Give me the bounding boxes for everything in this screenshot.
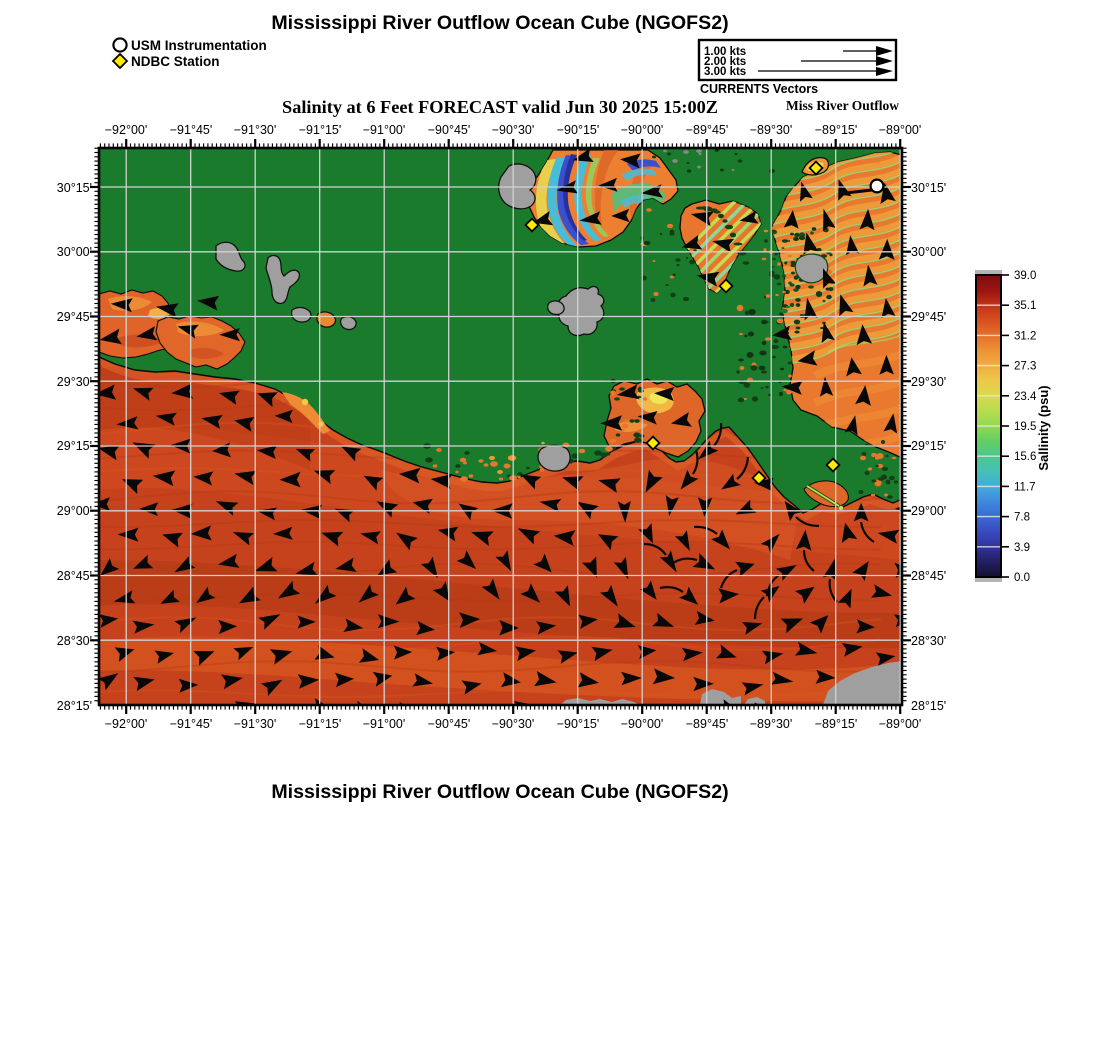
- svg-text:1.00 kts: 1.00 kts: [704, 46, 746, 58]
- svg-text:30°15': 30°15': [57, 181, 92, 195]
- svg-text:23.4: 23.4: [1014, 391, 1037, 403]
- svg-text:30°00': 30°00': [911, 245, 946, 259]
- svg-text:11.7: 11.7: [1014, 481, 1036, 493]
- svg-text:29°30': 29°30': [57, 375, 92, 389]
- svg-text:−89°30': −89°30': [750, 123, 793, 137]
- svg-text:−89°00': −89°00': [879, 717, 922, 731]
- svg-text:−89°00': −89°00': [879, 123, 922, 137]
- svg-text:28°45': 28°45': [911, 569, 946, 583]
- svg-text:−90°30': −90°30': [492, 717, 535, 731]
- svg-text:−91°00': −91°00': [363, 123, 406, 137]
- svg-text:Salinity at 6 Feet FORECAST va: Salinity at 6 Feet FORECAST valid Jun 30…: [282, 97, 718, 117]
- svg-text:−89°15': −89°15': [815, 123, 858, 137]
- svg-text:7.8: 7.8: [1014, 512, 1030, 524]
- svg-text:39.0: 39.0: [1014, 270, 1036, 282]
- svg-text:−91°45': −91°45': [170, 123, 213, 137]
- svg-text:0.0: 0.0: [1014, 572, 1030, 584]
- svg-text:−91°15': −91°15': [299, 123, 342, 137]
- svg-text:29°00': 29°00': [911, 504, 946, 518]
- svg-text:−90°00': −90°00': [621, 717, 664, 731]
- svg-text:−91°30': −91°30': [234, 717, 277, 731]
- svg-text:28°30': 28°30': [57, 634, 92, 648]
- svg-text:35.1: 35.1: [1014, 300, 1036, 312]
- svg-text:28°15': 28°15': [57, 699, 92, 713]
- svg-text:28°30': 28°30': [911, 634, 946, 648]
- svg-text:28°45': 28°45': [57, 569, 92, 583]
- svg-text:−90°45': −90°45': [428, 717, 471, 731]
- svg-text:3.00 kts: 3.00 kts: [704, 66, 746, 78]
- svg-text:−89°45': −89°45': [686, 123, 729, 137]
- svg-text:19.5: 19.5: [1014, 421, 1036, 433]
- svg-text:28°15': 28°15': [911, 699, 946, 713]
- svg-text:30°15': 30°15': [911, 181, 946, 195]
- svg-text:29°45': 29°45': [57, 310, 92, 324]
- svg-text:−90°00': −90°00': [621, 123, 664, 137]
- svg-text:−91°15': −91°15': [299, 717, 342, 731]
- svg-text:−91°30': −91°30': [234, 123, 277, 137]
- svg-text:−89°15': −89°15': [815, 717, 858, 731]
- svg-text:30°00': 30°00': [57, 245, 92, 259]
- svg-text:−89°30': −89°30': [750, 717, 793, 731]
- svg-text:3.9: 3.9: [1014, 542, 1030, 554]
- svg-text:−92°00': −92°00': [105, 123, 148, 137]
- svg-text:−90°15': −90°15': [557, 123, 600, 137]
- svg-text:31.2: 31.2: [1014, 330, 1036, 342]
- svg-text:−92°00': −92°00': [105, 717, 148, 731]
- svg-text:−91°45': −91°45': [170, 717, 213, 731]
- svg-text:−90°15': −90°15': [557, 717, 600, 731]
- svg-text:29°15': 29°15': [911, 439, 946, 453]
- svg-text:Miss River Outflow: Miss River Outflow: [786, 98, 899, 113]
- svg-text:USM Instrumentation: USM Instrumentation: [131, 38, 267, 53]
- svg-text:−91°00': −91°00': [363, 717, 406, 731]
- svg-text:27.3: 27.3: [1014, 361, 1036, 373]
- svg-text:Mississippi River Outflow Ocea: Mississippi River Outflow Ocean Cube (NG…: [271, 12, 728, 34]
- svg-text:29°15': 29°15': [57, 439, 92, 453]
- svg-text:Sallinity (psu): Sallinity (psu): [1036, 385, 1051, 470]
- svg-text:NDBC Station: NDBC Station: [131, 54, 220, 69]
- svg-text:−90°45': −90°45': [428, 123, 471, 137]
- svg-text:CURRENTS Vectors: CURRENTS Vectors: [700, 82, 818, 96]
- svg-text:29°00': 29°00': [57, 504, 92, 518]
- svg-text:−89°45': −89°45': [686, 717, 729, 731]
- svg-text:29°30': 29°30': [911, 375, 946, 389]
- svg-text:29°45': 29°45': [911, 310, 946, 324]
- svg-text:−90°30': −90°30': [492, 123, 535, 137]
- svg-text:2.00 kts: 2.00 kts: [704, 56, 746, 68]
- svg-text:15.6: 15.6: [1014, 451, 1036, 463]
- svg-text:Mississippi River Outflow Ocea: Mississippi River Outflow Ocean Cube (NG…: [271, 781, 728, 803]
